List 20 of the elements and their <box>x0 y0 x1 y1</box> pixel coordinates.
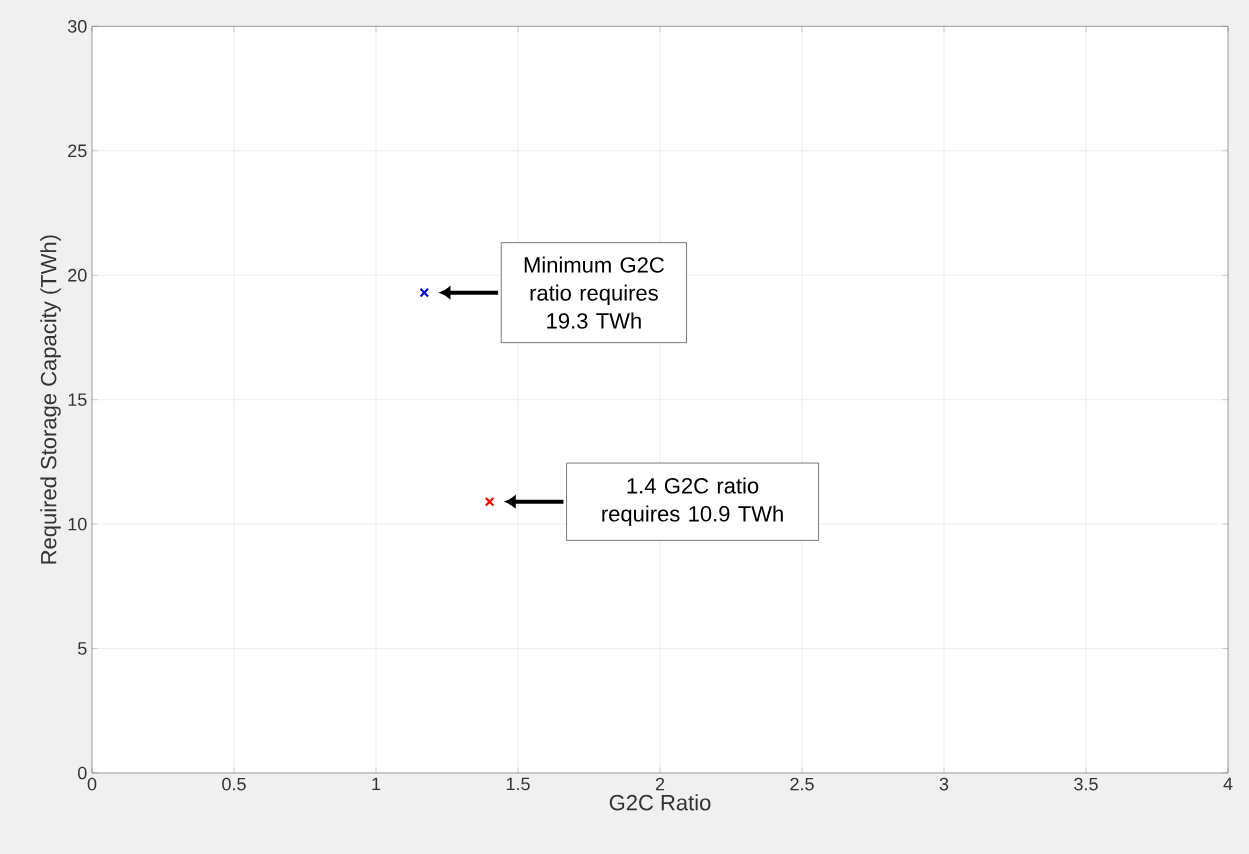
y-axis-title: Required Storage Capacity (TWh) <box>40 235 61 564</box>
x-tick-label: 0.5 <box>222 777 246 791</box>
annotation: Minimum G2C ratio requires 19.3 TWh <box>524 256 664 329</box>
x-tick-label: 0 <box>87 777 97 791</box>
x-tick-label: 3.5 <box>1074 777 1098 791</box>
y-tick-label: 15 <box>68 393 87 406</box>
x-tick-label: 2.5 <box>790 777 814 791</box>
annotation: 1.4 G2C ratio requires 10.9 TWh <box>602 477 783 526</box>
y-tick-label: 0 <box>77 766 87 780</box>
y-tick-label: 10 <box>68 517 87 531</box>
x-axis-title: G2C Ratio <box>609 794 711 811</box>
x-tick-label: 1 <box>372 777 381 791</box>
x-tick-label: 2 <box>655 777 665 791</box>
y-tick-label: 30 <box>67 19 87 33</box>
y-tick-label: 5 <box>77 642 87 655</box>
x-tick-label: 3 <box>939 777 949 791</box>
x-tick-label: 1.5 <box>506 777 530 791</box>
y-tick-label: 25 <box>68 144 87 158</box>
y-tick-label: 20 <box>68 268 87 282</box>
x-tick-label: 4 <box>1223 777 1233 791</box>
